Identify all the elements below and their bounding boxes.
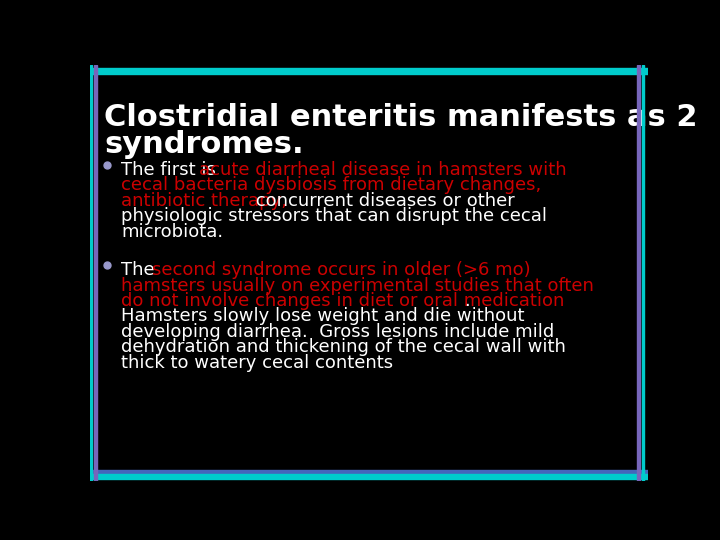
Bar (90, 475, 648, 479)
Text: hamsters usually on experimental studies that often: hamsters usually on experimental studies… (121, 276, 594, 294)
Text: developing diarrhea.  Gross lesions include mild: developing diarrhea. Gross lesions inclu… (121, 323, 554, 341)
Bar (90, 65, 92, 481)
Text: Clostridial enteritis manifests as 2: Clostridial enteritis manifests as 2 (104, 103, 698, 132)
Bar (94, 65, 97, 481)
Text: cecal bacteria dysbiosis from dietary changes,: cecal bacteria dysbiosis from dietary ch… (121, 177, 541, 194)
Text: dehydration and thickening of the cecal wall with: dehydration and thickening of the cecal … (121, 338, 566, 356)
Text: .: . (464, 292, 470, 310)
Text: The: The (121, 261, 161, 279)
Text: The first is: The first is (121, 161, 222, 179)
Text: syndromes.: syndromes. (104, 130, 304, 159)
Text: thick to watery cecal contents: thick to watery cecal contents (121, 354, 393, 372)
Text: concurrent diseases or other: concurrent diseases or other (250, 192, 514, 210)
Bar (90, 68, 648, 74)
Bar (642, 65, 644, 481)
Text: physiologic stressors that can disrupt the cecal: physiologic stressors that can disrupt t… (121, 207, 547, 225)
Text: antibiotic therapy,: antibiotic therapy, (121, 192, 287, 210)
Text: acute diarrheal disease in hamsters with: acute diarrheal disease in hamsters with (199, 161, 567, 179)
Bar (637, 65, 640, 481)
Bar (90, 470, 648, 475)
Text: do not involve changes in diet or oral medication: do not involve changes in diet or oral m… (121, 292, 564, 310)
Text: microbiota.: microbiota. (121, 222, 223, 241)
Text: Hamsters slowly lose weight and die without: Hamsters slowly lose weight and die with… (121, 307, 524, 325)
Text: second syndrome occurs in older (>6 mo): second syndrome occurs in older (>6 mo) (151, 261, 530, 279)
